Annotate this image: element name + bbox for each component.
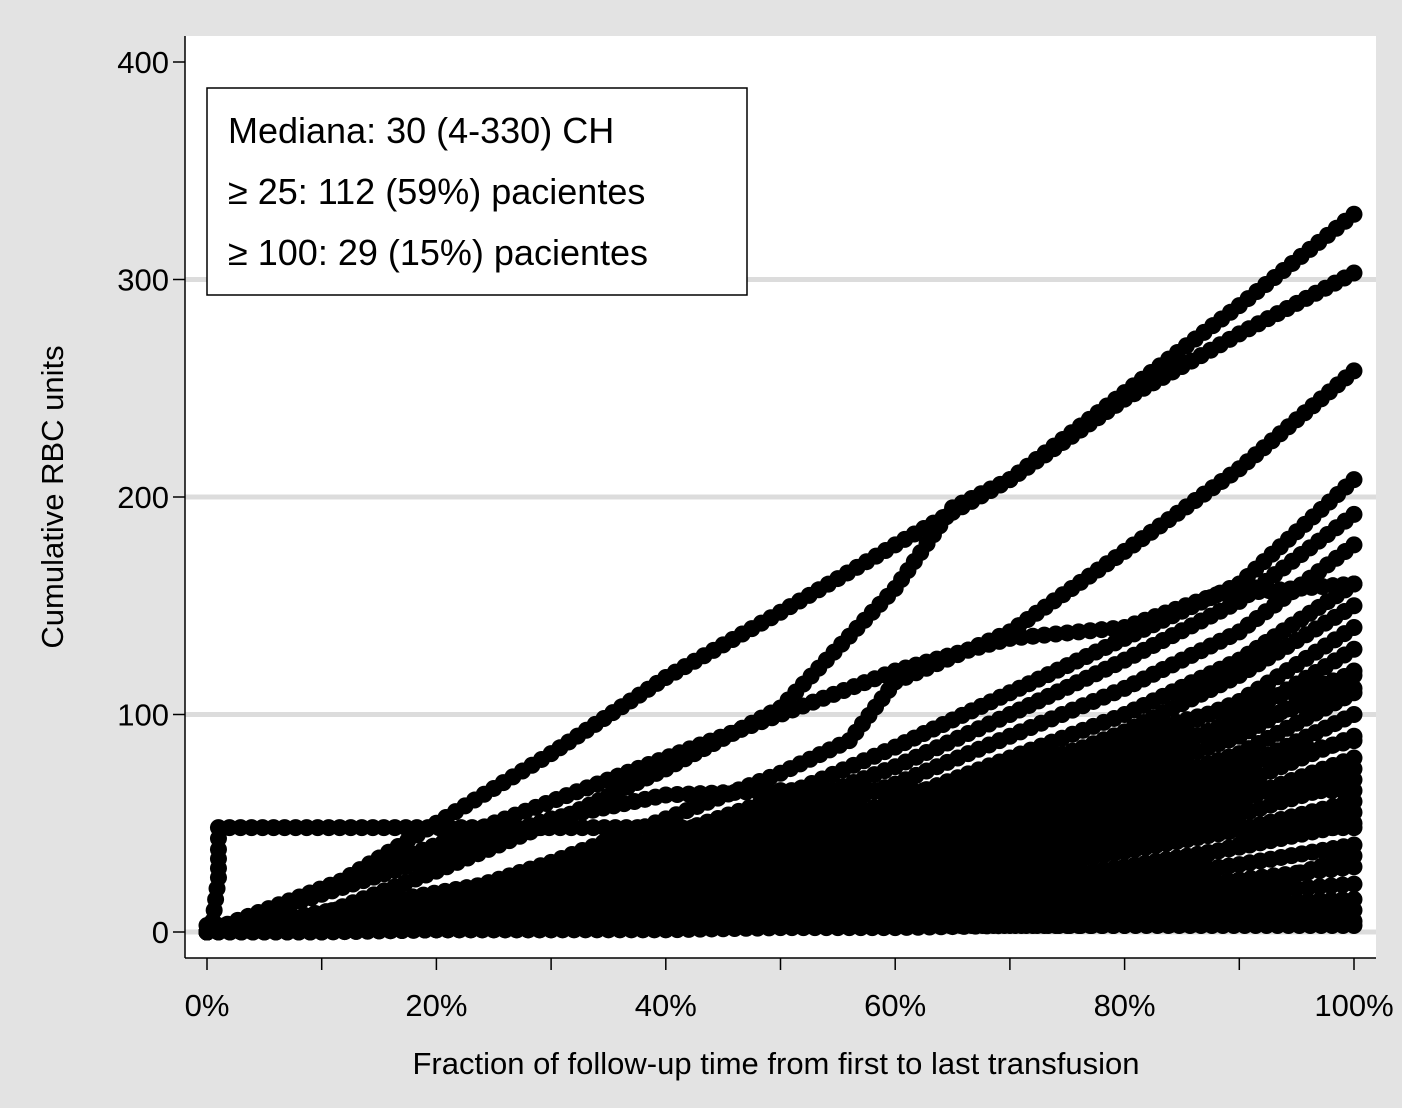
data-point bbox=[1345, 471, 1363, 489]
data-point bbox=[1345, 732, 1363, 750]
y-tick-label: 400 bbox=[117, 45, 169, 80]
data-point bbox=[1345, 666, 1363, 684]
y-axis-title: Cumulative RBC units bbox=[35, 345, 70, 648]
x-axis-title: Fraction of follow-up time from first to… bbox=[412, 1046, 1139, 1081]
y-tick-label: 0 bbox=[152, 915, 169, 950]
data-point bbox=[1345, 679, 1363, 697]
data-point bbox=[1345, 597, 1363, 615]
data-point bbox=[1345, 640, 1363, 658]
data-point bbox=[1345, 916, 1363, 934]
x-tick-label: 20% bbox=[405, 988, 467, 1023]
data-point bbox=[1345, 819, 1363, 837]
x-tick-label: 60% bbox=[864, 988, 926, 1023]
x-tick-label: 80% bbox=[1094, 988, 1156, 1023]
data-point bbox=[1345, 362, 1363, 380]
y-tick-label: 100 bbox=[117, 698, 169, 733]
data-point bbox=[1345, 575, 1363, 593]
series-layer bbox=[198, 205, 1363, 941]
annotation-line-median: Mediana: 30 (4-330) CH bbox=[228, 110, 614, 151]
annotation-line-25: ≥ 25: 112 (59%) pacientes bbox=[228, 171, 645, 212]
data-point bbox=[1345, 875, 1363, 893]
data-point bbox=[1345, 536, 1363, 554]
data-point bbox=[1345, 619, 1363, 636]
data-point bbox=[1345, 760, 1363, 778]
ticks: 0% 20% 40% 60% 80% 100% 0 100 200 300 400 bbox=[117, 45, 1393, 1023]
data-point bbox=[1345, 782, 1363, 800]
annotation-box: Mediana: 30 (4-330) CH ≥ 25: 112 (59%) p… bbox=[206, 87, 748, 296]
series-29 bbox=[198, 679, 1363, 941]
data-point bbox=[1345, 706, 1363, 723]
data-point bbox=[1345, 205, 1363, 223]
data-point bbox=[1345, 803, 1363, 821]
y-tick-label: 300 bbox=[117, 263, 169, 298]
annotation-line-100: ≥ 100: 29 (15%) pacientes bbox=[228, 232, 648, 273]
y-tick-label: 200 bbox=[117, 480, 169, 515]
x-tick-label: 40% bbox=[635, 988, 697, 1023]
series-33 bbox=[198, 847, 1363, 941]
data-point bbox=[1345, 505, 1363, 523]
x-tick-label: 100% bbox=[1314, 988, 1393, 1023]
data-point bbox=[1345, 264, 1363, 282]
x-tick-label: 0% bbox=[185, 988, 230, 1023]
data-point bbox=[1345, 847, 1363, 865]
annotation-frame bbox=[206, 87, 748, 296]
